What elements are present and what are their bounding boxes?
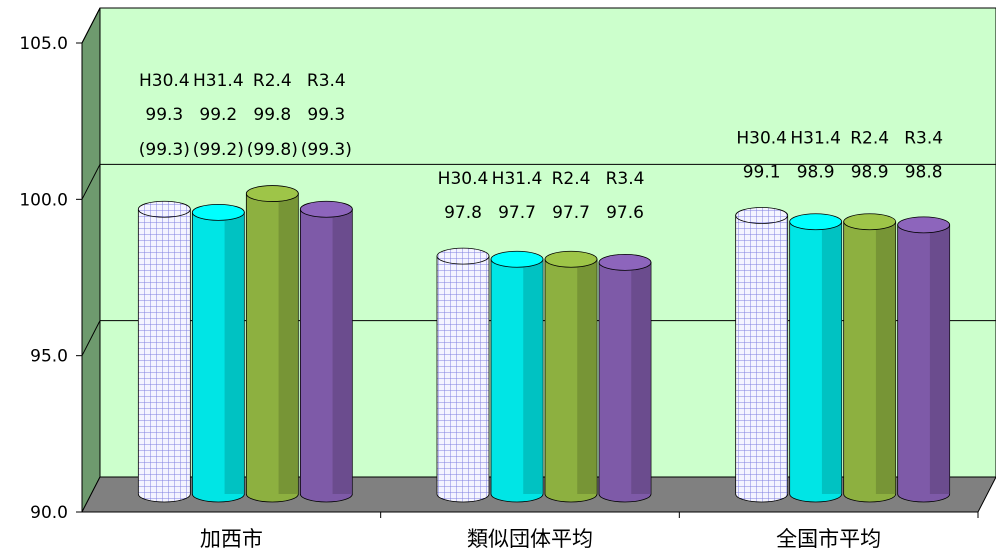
bar-body-2-0	[735, 215, 789, 503]
bar-2-3	[897, 216, 951, 503]
bar-1-0	[436, 247, 490, 503]
series-name-label-2-3: R3.4	[904, 128, 943, 148]
y-tick-label-3: 105.0	[19, 34, 68, 54]
bar-0-3	[299, 200, 353, 503]
value-label-1-1: 97.7	[498, 203, 536, 223]
bar-shade-1-3	[631, 262, 651, 494]
value-label-2-2: 98.9	[851, 162, 889, 182]
bar-top-0-2	[245, 185, 299, 202]
value-label-1-2: 97.7	[552, 203, 590, 223]
bar-1-2	[544, 250, 598, 503]
value-label-0-3: 99.3	[307, 105, 345, 125]
bar-shade-2-3	[929, 224, 950, 494]
series-name-label-0-2: R2.4	[253, 71, 292, 91]
bars	[137, 185, 951, 503]
gridline-1	[81, 320, 996, 356]
series-name-label-1-3: R3.4	[606, 169, 645, 189]
value-label-2-1: 98.9	[797, 162, 835, 182]
bar-body-0-0	[137, 208, 191, 503]
bar-top-2-0	[735, 207, 789, 224]
series-name-label-0-0: H30.4	[139, 71, 190, 91]
series-name-label-2-0: H30.4	[736, 128, 787, 148]
extra-label-0-3: (99.3)	[301, 140, 352, 160]
value-label-2-0: 99.1	[743, 162, 781, 182]
category-label-0: 加西市	[200, 527, 263, 551]
series-name-label-1-1: H31.4	[492, 169, 543, 189]
bar-top-2-2	[843, 213, 897, 231]
y-tick-label-2: 100.0	[19, 190, 68, 210]
data-labels: H30.4 99.3 (99.3) H31.4 99.2 (99.2) R2.4 99.8 (9…	[139, 71, 943, 223]
bar-1-1	[490, 250, 544, 503]
bar-shade-0-1	[224, 212, 245, 494]
bar-shade-0-2	[278, 193, 299, 494]
bar-0-2	[245, 185, 299, 503]
bar-shade-1-2	[577, 259, 597, 494]
category-label-2: 全国市平均	[776, 527, 881, 551]
bar-0-0	[137, 200, 191, 503]
side-wall	[81, 7, 101, 513]
bar-top-0-3	[299, 200, 353, 218]
series-name-label-0-3: R3.4	[307, 71, 346, 91]
value-label-0-2: 99.8	[253, 105, 291, 125]
bar-0-1	[191, 203, 245, 503]
bar-body-1-0	[436, 255, 490, 503]
bar-shade-1-1	[523, 259, 543, 494]
bar-top-2-3	[897, 216, 951, 234]
bar-top-1-3	[598, 253, 652, 271]
value-label-0-1: 99.2	[199, 105, 237, 125]
value-label-1-0: 97.8	[444, 203, 482, 223]
extra-label-0-0: (99.3)	[139, 140, 190, 160]
bar-top-0-0	[137, 200, 191, 218]
value-label-1-3: 97.6	[606, 203, 644, 223]
category-label-1: 類似団体平均	[467, 527, 593, 551]
bar-shade-2-1	[821, 221, 842, 494]
series-name-label-2-1: H31.4	[790, 128, 841, 148]
bar-shade-2-2	[875, 221, 896, 494]
value-label-2-3: 98.8	[905, 162, 943, 182]
extra-label-0-2: (99.8)	[247, 140, 298, 160]
gridline-3	[81, 7, 996, 44]
series-name-label-2-2: R2.4	[850, 128, 889, 148]
bar-top-1-0	[436, 247, 490, 265]
bar-top-1-1	[490, 250, 544, 268]
gridlines	[81, 7, 996, 356]
series-name-label-1-0: H30.4	[438, 169, 489, 189]
extra-label-0-1: (99.2)	[193, 140, 244, 160]
bar-top-1-2	[544, 250, 598, 268]
y-tick-label-0: 90.0	[30, 503, 68, 523]
x-axis: 加西市 類似団体平均 全国市平均	[200, 512, 979, 551]
bar-2-0	[735, 207, 789, 503]
y-axis: 90.0 95.0 100.0 105.0	[19, 34, 82, 523]
value-label-0-0: 99.3	[145, 105, 183, 125]
gridline-2	[81, 163, 996, 200]
bar-2-1	[789, 213, 843, 503]
bar-1-3	[598, 253, 652, 503]
series-name-label-0-1: H31.4	[193, 71, 244, 91]
bar-2-2	[843, 213, 897, 503]
series-name-label-1-2: R2.4	[552, 169, 591, 189]
y-tick-label-1: 95.0	[30, 347, 68, 367]
bar-top-0-1	[191, 203, 245, 221]
bar-top-2-1	[789, 213, 843, 231]
bar-shade-0-3	[332, 209, 353, 494]
